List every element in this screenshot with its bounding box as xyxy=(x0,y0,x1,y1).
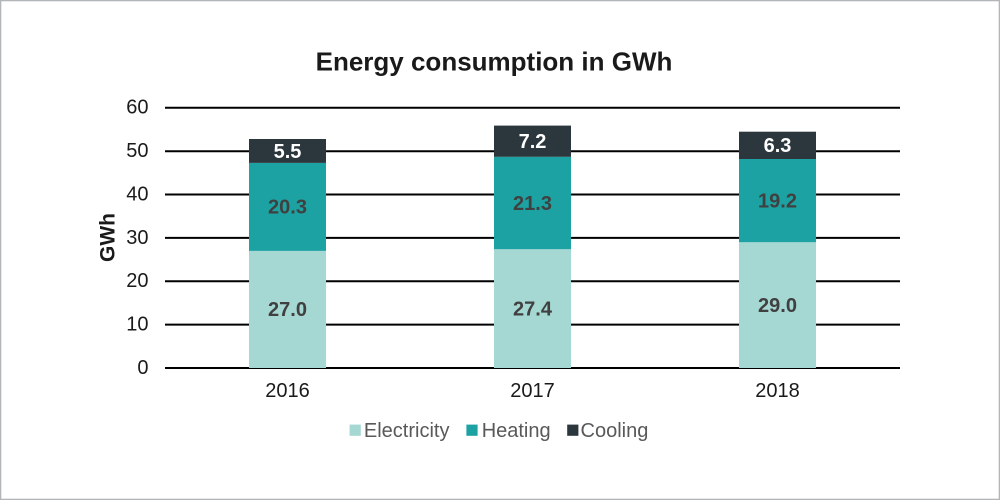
svg-text:50: 50 xyxy=(126,140,148,162)
svg-text:Electricity: Electricity xyxy=(364,420,450,442)
svg-text:Heating: Heating xyxy=(482,420,551,442)
svg-text:27.0: 27.0 xyxy=(268,299,307,321)
svg-text:29.0: 29.0 xyxy=(758,295,797,317)
svg-text:7.2: 7.2 xyxy=(519,131,547,153)
svg-text:19.2: 19.2 xyxy=(758,190,797,212)
svg-text:2017: 2017 xyxy=(510,380,555,402)
svg-text:2018: 2018 xyxy=(755,380,800,402)
svg-text:27.4: 27.4 xyxy=(513,298,553,320)
svg-text:5.5: 5.5 xyxy=(274,141,302,163)
svg-text:Energy consumption in GWh: Energy consumption in GWh xyxy=(316,47,673,77)
svg-text:21.3: 21.3 xyxy=(513,193,552,215)
svg-text:60: 60 xyxy=(126,97,148,119)
svg-text:10: 10 xyxy=(126,314,148,336)
svg-text:30: 30 xyxy=(126,227,148,249)
svg-text:20: 20 xyxy=(126,270,148,292)
svg-text:GWh: GWh xyxy=(97,213,120,262)
svg-text:40: 40 xyxy=(126,183,148,205)
svg-text:2016: 2016 xyxy=(265,380,310,402)
svg-text:Cooling: Cooling xyxy=(581,420,649,442)
svg-text:0: 0 xyxy=(137,357,148,379)
svg-text:6.3: 6.3 xyxy=(764,135,792,157)
svg-text:20.3: 20.3 xyxy=(268,197,307,219)
